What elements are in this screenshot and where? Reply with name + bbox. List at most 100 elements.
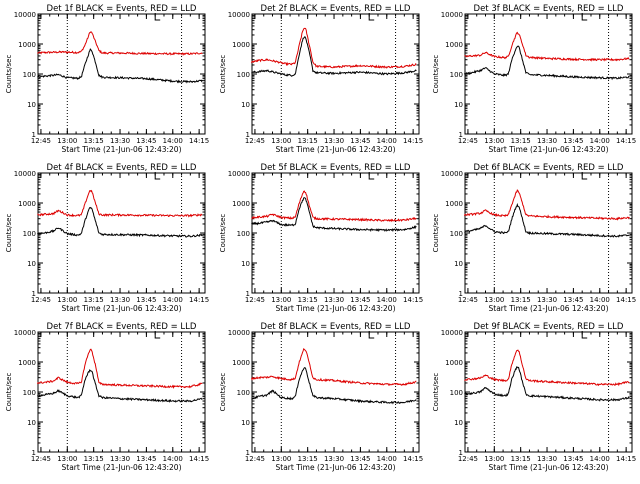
y-tick-label: 1000: [18, 41, 36, 49]
events-trace: [251, 35, 417, 77]
chart-panel-4: Det 4f BLACK = Events, RED = LLD Counts/s…: [5, 163, 209, 313]
chart-panel-1: Det 1f BLACK = Events, RED = LLD Counts/s…: [5, 4, 209, 154]
y-axis-label: Counts/sec: [432, 214, 440, 253]
lld-trace: [463, 189, 630, 221]
x-tick-label: 13:30: [110, 137, 130, 145]
y-tick-label: 100: [237, 71, 250, 79]
x-tick-label: 13:00: [57, 137, 77, 145]
x-tick-label: 13:45: [136, 296, 156, 304]
x-tick-label: 14:00: [377, 455, 397, 463]
bracket-marker: [581, 172, 588, 180]
y-tick-label: 10000: [228, 11, 250, 19]
y-tick-label: 1000: [445, 200, 463, 208]
x-axis-label: Start Time (21-Jun-06 12:43:20): [62, 304, 182, 313]
lld-trace: [251, 190, 417, 223]
events-trace: [464, 366, 630, 402]
chart-title: Det 3f BLACK = Events, RED = LLD: [474, 4, 624, 14]
y-tick-label: 10000: [228, 329, 250, 337]
bracket-marker: [154, 13, 161, 21]
x-tick-label: 14:15: [403, 137, 423, 145]
x-tick-label: 13:15: [298, 137, 318, 145]
y-tick-label: 100: [450, 230, 463, 238]
chart-panel-7: Det 7f BLACK = Events, RED = LLD Counts/s…: [5, 322, 209, 472]
x-axis-label: Start Time (21-Jun-06 12:43:20): [276, 463, 396, 472]
x-axis-label: Start Time (21-Jun-06 12:43:20): [62, 463, 182, 472]
x-tick-label: 13:30: [324, 455, 344, 463]
y-tick-label: 1000: [232, 41, 250, 49]
y-tick-label: 10000: [441, 170, 463, 178]
y-tick-label: 1000: [445, 359, 463, 367]
y-tick-label: 1: [246, 131, 250, 139]
chart-title: Det 2f BLACK = Events, RED = LLD: [261, 4, 411, 14]
x-tick-label: 12:45: [458, 137, 478, 145]
y-tick-label: 1: [459, 290, 463, 298]
x-tick-label: 14:15: [189, 455, 209, 463]
lld-trace: [250, 27, 417, 69]
x-tick-label: 13:15: [84, 296, 104, 304]
x-tick-label: 14:15: [616, 137, 636, 145]
x-tick-label: 13:15: [511, 455, 531, 463]
x-tick-label: 13:45: [136, 455, 156, 463]
y-tick-label: 10000: [14, 329, 36, 337]
x-tick-label: 12:45: [458, 455, 478, 463]
y-tick-label: 1000: [232, 200, 250, 208]
plot-frame: [37, 172, 206, 294]
x-tick-label: 13:15: [298, 455, 318, 463]
x-tick-label: 13:00: [271, 296, 291, 304]
y-tick-label: 1000: [18, 200, 36, 208]
chart-title: Det 9f BLACK = Events, RED = LLD: [474, 322, 624, 332]
x-tick-label: 13:00: [484, 455, 504, 463]
x-tick-label: 13:15: [298, 296, 318, 304]
x-tick-label: 13:00: [57, 455, 77, 463]
y-axis-label: Counts/sec: [5, 373, 13, 412]
bracket-marker: [368, 13, 375, 21]
events-trace: [463, 45, 630, 81]
x-tick-label: 13:30: [324, 296, 344, 304]
x-tick-label: 13:30: [110, 296, 130, 304]
y-tick-label: 100: [450, 71, 463, 79]
plot-frame: [464, 13, 633, 135]
x-tick-label: 14:00: [163, 455, 183, 463]
bracket-marker: [368, 172, 375, 180]
x-tick-label: 14:00: [377, 296, 397, 304]
chart-panel-6: Det 6f BLACK = Events, RED = LLD Counts/s…: [432, 163, 636, 313]
x-tick-label: 13:15: [511, 296, 531, 304]
y-tick-label: 1: [32, 131, 36, 139]
plot-frame: [37, 331, 206, 453]
y-tick-label: 1: [32, 290, 36, 298]
y-tick-label: 1: [459, 449, 463, 457]
y-tick-label: 10000: [228, 170, 250, 178]
lld-trace: [464, 349, 630, 387]
y-tick-label: 10: [454, 419, 463, 427]
y-tick-label: 1000: [232, 359, 250, 367]
y-tick-label: 100: [450, 389, 463, 397]
y-tick-label: 10: [27, 101, 36, 109]
chart-title: Det 1f BLACK = Events, RED = LLD: [47, 4, 197, 14]
y-tick-label: 10: [241, 101, 250, 109]
y-tick-label: 100: [237, 230, 250, 238]
lld-trace: [36, 348, 203, 390]
x-tick-label: 13:00: [271, 455, 291, 463]
x-tick-label: 12:45: [245, 296, 265, 304]
x-axis-label: Start Time (21-Jun-06 12:43:20): [276, 145, 396, 154]
y-tick-label: 100: [23, 389, 36, 397]
events-trace: [251, 366, 417, 405]
x-axis-label: Start Time (21-Jun-06 12:43:20): [489, 304, 609, 313]
x-tick-label: 12:45: [458, 296, 478, 304]
x-tick-label: 12:45: [31, 455, 51, 463]
bracket-marker: [581, 331, 588, 339]
x-tick-label: 13:00: [484, 296, 504, 304]
chart-panel-5: Det 5f BLACK = Events, RED = LLD Counts/s…: [219, 163, 423, 313]
chart-panel-3: Det 3f BLACK = Events, RED = LLD Counts/s…: [432, 4, 636, 154]
x-tick-label: 13:00: [271, 137, 291, 145]
y-axis-label: Counts/sec: [5, 214, 13, 253]
y-tick-label: 10: [241, 260, 250, 268]
x-tick-label: 14:15: [403, 296, 423, 304]
x-tick-label: 14:00: [163, 296, 183, 304]
x-tick-label: 12:45: [31, 296, 51, 304]
x-tick-label: 13:45: [350, 137, 370, 145]
x-tick-label: 13:30: [537, 296, 557, 304]
y-tick-label: 1: [246, 290, 250, 298]
bracket-marker: [368, 331, 375, 339]
events-trace: [36, 206, 203, 238]
